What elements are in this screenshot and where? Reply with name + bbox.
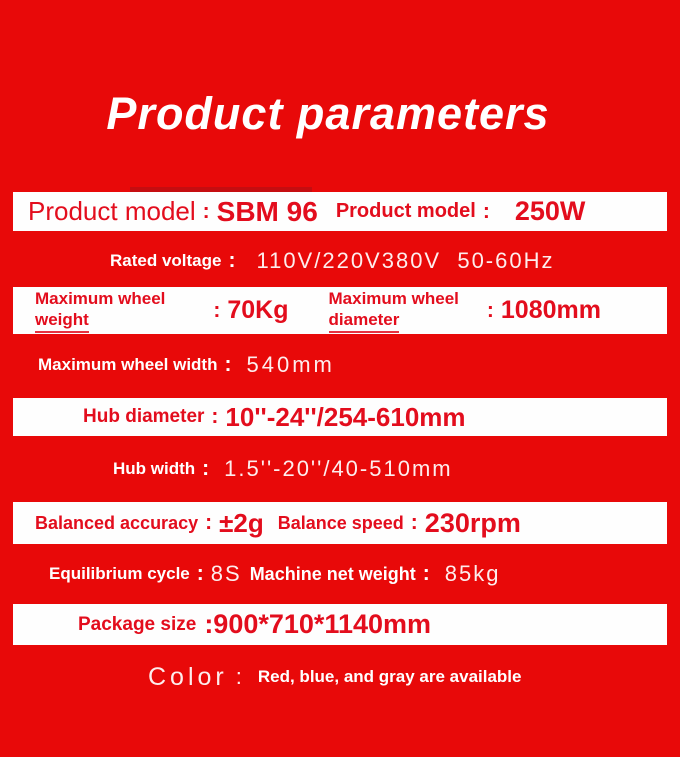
color-label: Color (148, 662, 228, 691)
product-model-label: Product model (28, 196, 196, 226)
package-size-value: :900*710*1140mm (204, 609, 432, 639)
equilibrium-cycle-label: Equilibrium cycle (49, 564, 190, 583)
row-balance-accuracy-speed: Balanced accuracy : ±2g Balance speed : … (13, 502, 667, 544)
row-hub-width: Hub width : 1.5''-20''/40-510mm (13, 454, 667, 484)
max-wheel-diameter-label-line2: diameter (328, 309, 400, 334)
rated-voltage-label: Rated voltage (110, 251, 222, 270)
colon: : (213, 298, 221, 322)
colon: : (228, 249, 236, 272)
row-max-wheel-width: Maximum wheel width : 540mm (13, 350, 667, 380)
hub-diameter-value: 10''-24''/254-610mm (225, 401, 466, 432)
balance-speed-label: Balance speed (277, 512, 404, 533)
max-wheel-weight-label-line2: weight (35, 309, 89, 334)
colon: : (486, 298, 494, 322)
max-wheel-diameter-label-line1: Maximum wheel (328, 288, 459, 308)
colon: : (205, 511, 213, 534)
row-rated-voltage: Rated voltage : 110V/220V380V 50-60Hz (13, 246, 667, 276)
max-wheel-width-value: 540mm (246, 352, 335, 377)
max-wheel-diameter-value: 1080mm (500, 296, 601, 324)
colon: : (211, 405, 219, 428)
max-wheel-width-label: Maximum wheel width (38, 355, 218, 374)
hub-width-value: 1.5''-20''/40-510mm (224, 456, 453, 481)
colon: : (224, 353, 232, 376)
product-model-value: SBM 96 (216, 195, 318, 227)
row-max-wheel-weight-diameter: Maximum wheel weight : 70Kg Maximum wheel… (13, 287, 667, 334)
balance-speed-value: 230rpm (424, 507, 521, 538)
colon: : (235, 664, 242, 689)
decorative-dark-red-strip (130, 187, 312, 194)
package-size-label: Package size (78, 613, 197, 635)
max-wheel-weight-label: Maximum wheel weight (35, 288, 165, 334)
product-power-value: 250W (514, 196, 586, 226)
product-power-label: Product model (335, 200, 476, 222)
row-package-size: Package size :900*710*1140mm (13, 604, 667, 645)
row-hub-diameter: Hub diameter : 10''-24''/254-610mm (13, 398, 667, 436)
machine-net-weight-value: 85kg (444, 561, 501, 586)
colon: : (202, 199, 210, 223)
hub-width-label: Hub width (113, 459, 196, 478)
max-wheel-diameter-label: Maximum wheel diameter (328, 288, 459, 334)
hub-diameter-label: Hub diameter (83, 406, 205, 427)
colon: : (202, 457, 210, 480)
row-color-options: Color : Red, blue, and gray are availabl… (13, 660, 667, 694)
equilibrium-cycle-value: 8S (210, 561, 242, 586)
balanced-accuracy-value: ±2g (219, 507, 264, 538)
balanced-accuracy-label: Balanced accuracy (35, 512, 199, 533)
colon: : (422, 562, 430, 585)
row-cycle-net-weight: Equilibrium cycle : 8S Machine net weigh… (13, 558, 667, 590)
color-value: Red, blue, and gray are available (257, 667, 522, 686)
max-wheel-weight-value: 70Kg (227, 296, 289, 324)
page-title: Product parameters (106, 88, 550, 139)
rated-voltage-value: 110V/220V380V 50-60Hz (256, 248, 555, 273)
colon: : (410, 511, 418, 534)
colon: : (196, 562, 204, 585)
machine-net-weight-label: Machine net weight (249, 563, 416, 584)
row-product-model: Product model : SBM 96 Product model : 2… (13, 192, 667, 231)
colon: : (482, 199, 490, 223)
max-wheel-weight-label-line1: Maximum wheel (35, 288, 166, 308)
